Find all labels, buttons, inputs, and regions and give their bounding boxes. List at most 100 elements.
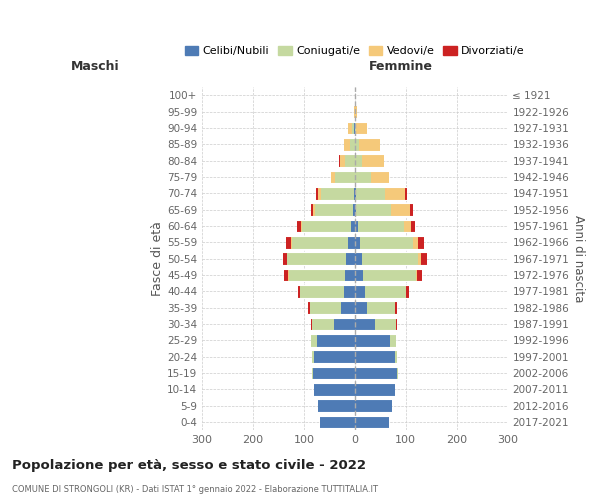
Bar	[395, 318, 397, 330]
Bar	[316, 187, 318, 200]
Bar	[308, 302, 310, 314]
Bar	[355, 236, 360, 248]
Bar	[318, 187, 321, 200]
Bar	[358, 220, 404, 232]
Bar	[418, 268, 422, 281]
Legend: Celibi/Nubili, Coniugati/e, Vedovi/e, Divorziati/e: Celibi/Nubili, Coniugati/e, Vedovi/e, Di…	[181, 42, 529, 60]
Bar	[404, 220, 412, 232]
Bar	[348, 122, 352, 134]
Bar	[352, 122, 355, 134]
Bar	[317, 334, 355, 346]
Bar	[314, 383, 355, 396]
Bar	[346, 252, 355, 265]
Bar	[341, 302, 355, 314]
Bar	[355, 366, 397, 380]
Bar	[351, 220, 355, 232]
Bar	[363, 268, 416, 281]
Bar	[360, 236, 413, 248]
Bar	[355, 204, 356, 216]
Bar	[418, 236, 424, 248]
Bar	[355, 252, 362, 265]
Bar	[310, 302, 341, 314]
Bar	[334, 318, 355, 330]
Bar	[362, 252, 418, 265]
Bar	[355, 334, 391, 346]
Bar	[344, 138, 350, 150]
Bar	[355, 122, 356, 134]
Bar	[421, 252, 427, 265]
Bar	[355, 285, 365, 298]
Bar	[410, 204, 413, 216]
Text: Femmine: Femmine	[368, 60, 433, 74]
Bar	[321, 187, 354, 200]
Text: COMUNE DI STRONGOLI (KR) - Dati ISTAT 1° gennaio 2022 - Elaborazione TUTTITALIA.: COMUNE DI STRONGOLI (KR) - Dati ISTAT 1°…	[12, 485, 378, 494]
Bar	[397, 366, 398, 380]
Bar	[290, 236, 292, 248]
Bar	[355, 400, 392, 412]
Bar	[355, 154, 362, 167]
Bar	[416, 268, 418, 281]
Bar	[283, 252, 287, 265]
Text: Popolazione per età, sesso e stato civile - 2022: Popolazione per età, sesso e stato civil…	[12, 460, 366, 472]
Bar	[356, 204, 391, 216]
Bar	[286, 236, 290, 248]
Bar	[338, 154, 340, 167]
Bar	[311, 318, 334, 330]
Bar	[405, 187, 407, 200]
Text: Maschi: Maschi	[71, 60, 119, 74]
Y-axis label: Fasce di età: Fasce di età	[151, 221, 164, 296]
Bar	[331, 170, 335, 183]
Bar	[362, 154, 384, 167]
Bar	[354, 187, 355, 200]
Bar	[356, 122, 367, 134]
Bar	[406, 285, 409, 298]
Bar	[385, 187, 405, 200]
Bar	[354, 106, 355, 118]
Bar	[355, 170, 371, 183]
Bar	[287, 252, 346, 265]
Bar	[395, 350, 397, 363]
Bar	[353, 204, 355, 216]
Bar	[355, 220, 358, 232]
Bar	[311, 350, 314, 363]
Bar	[350, 138, 355, 150]
Bar	[355, 318, 375, 330]
Bar	[355, 302, 367, 314]
Bar	[367, 302, 395, 314]
Bar	[289, 268, 344, 281]
Bar	[412, 220, 415, 232]
Bar	[359, 138, 380, 150]
Bar	[395, 302, 397, 314]
Bar	[312, 366, 313, 380]
Bar	[335, 170, 355, 183]
Bar	[355, 350, 395, 363]
Bar	[318, 400, 355, 412]
Bar	[356, 187, 385, 200]
Bar	[355, 187, 356, 200]
Bar	[298, 285, 301, 298]
Bar	[340, 154, 344, 167]
Bar	[355, 138, 359, 150]
Bar	[391, 334, 395, 346]
Bar	[311, 334, 317, 346]
Bar	[348, 236, 355, 248]
Bar	[313, 366, 355, 380]
Y-axis label: Anni di nascita: Anni di nascita	[572, 215, 585, 302]
Bar	[311, 204, 313, 216]
Bar	[344, 154, 355, 167]
Bar	[375, 318, 395, 330]
Bar	[391, 204, 410, 216]
Bar	[413, 236, 418, 248]
Bar	[344, 268, 355, 281]
Bar	[365, 285, 406, 298]
Bar	[284, 268, 288, 281]
Bar	[302, 220, 351, 232]
Bar	[314, 350, 355, 363]
Bar	[355, 416, 389, 428]
Bar	[371, 170, 389, 183]
Bar	[344, 285, 355, 298]
Bar	[355, 106, 358, 118]
Bar	[313, 204, 314, 216]
Bar	[355, 268, 363, 281]
Bar	[301, 220, 302, 232]
